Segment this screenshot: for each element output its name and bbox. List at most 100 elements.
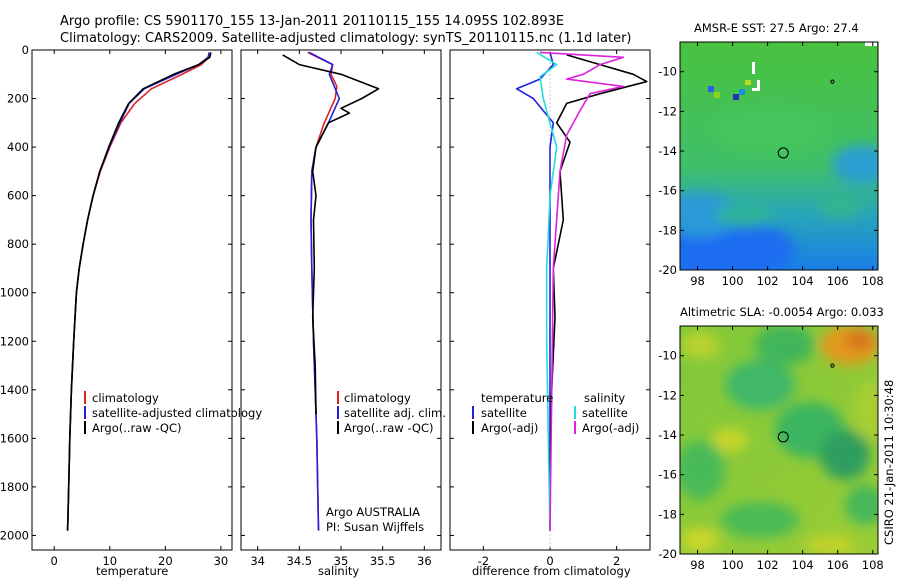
legend-label-temp-satellite: satellite <box>481 406 527 420</box>
org-line-2: PI: Susan Wijffels <box>326 520 424 534</box>
sst-map-frame <box>679 41 879 271</box>
y-tick-label: 1600 <box>0 431 29 445</box>
legend-label-argo: Argo(..raw -QC) <box>92 421 182 435</box>
x-tick-label: 102 <box>757 558 779 572</box>
y-tick-label: 200 <box>7 92 29 106</box>
island-marker <box>830 363 835 368</box>
x-tick-label: 108 <box>862 558 884 572</box>
sla-map-panel: Altimetric SLA: -0.0054 Argo: 0.033 <box>658 305 884 572</box>
y-tick-label: 1800 <box>0 480 29 494</box>
legend-header-salinity: salinity <box>584 391 625 405</box>
x-tick-label: 104 <box>792 558 814 572</box>
island-marker <box>830 79 835 84</box>
argo-position-marker <box>777 147 789 159</box>
x-tick-label: 34 <box>250 554 265 568</box>
legend-label-climatology: climatology <box>344 391 411 405</box>
x-tick-label: 98 <box>690 274 705 288</box>
temperature-series <box>66 52 212 531</box>
temperature-panel: 0 10 20 30 0 200 400 600 800 1000 1200 1400 1600 1800… <box>0 43 262 578</box>
y-tick-label: 600 <box>7 189 29 203</box>
temperature-axes-frame <box>31 49 233 551</box>
y-tick-label: 0 <box>22 43 29 57</box>
x-tick-label: 34.5 <box>287 554 313 568</box>
difference-panel: -2 0 2 difference from climatology tempera… <box>449 49 651 578</box>
sla-map-frame <box>679 325 879 555</box>
header-line-2: Climatology: CARS2009. Satellite-adjuste… <box>60 31 632 46</box>
series-salinity-argo-adj <box>539 51 625 531</box>
legend-label-satellite: satellite-adjusted climatology <box>92 406 262 420</box>
salinity-panel: 34 34.5 35 35.5 36 salinity climatology sate… <box>240 49 446 578</box>
series-temperature-argo-adj <box>549 54 648 531</box>
x-tick-label: 0 <box>51 554 58 568</box>
y-tick-label: -12 <box>658 104 677 118</box>
argo-position-marker <box>777 431 789 443</box>
x-tick-label: 104 <box>792 274 814 288</box>
temperature-xlabel: temperature <box>96 564 168 578</box>
x-tick-label: 0 <box>546 554 553 568</box>
x-tick-label: 100 <box>722 274 744 288</box>
sla-map-field <box>680 326 878 554</box>
sla-map-ticks: 98 100 102 104 106 108 -10 -12 -14 -16 -18 -20 <box>658 326 884 572</box>
series-climatology <box>66 52 210 531</box>
temperature-ticks: 0 10 20 30 0 200 400 600 800 1000 1200 1400 1600 1800… <box>0 43 232 568</box>
y-tick-label: 2000 <box>0 528 29 542</box>
legend-label-argo: Argo(..raw -QC) <box>344 421 434 435</box>
sla-map-markers <box>777 363 835 443</box>
y-tick-label: -10 <box>658 65 677 79</box>
x-tick-label: 100 <box>722 558 744 572</box>
difference-ticks: -2 0 2 <box>450 49 650 568</box>
series-argo-raw-qc <box>66 52 212 531</box>
y-tick-label: 1200 <box>0 334 29 348</box>
x-tick-label: 10 <box>102 554 117 568</box>
y-tick-label: 1000 <box>0 286 29 300</box>
legend-label-sal-satellite: satellite <box>582 406 628 420</box>
series-argo-raw-qc <box>282 54 380 415</box>
salinity-xlabel: salinity <box>318 564 359 578</box>
org-line-1: Argo AUSTRALIA <box>326 505 420 519</box>
legend-label-sal-argo: Argo(-adj) <box>582 421 639 435</box>
y-tick-label: -20 <box>658 263 677 277</box>
y-tick-label: -12 <box>658 388 677 402</box>
legend-header-temperature: temperature <box>481 391 553 405</box>
salinity-ticks: 34 34.5 35 35.5 36 <box>241 49 441 568</box>
sst-map-title: AMSR-E SST: 27.5 Argo: 27.4 <box>694 21 859 35</box>
y-tick-label: -18 <box>658 507 677 521</box>
sla-map-title: Altimetric SLA: -0.0054 Argo: 0.033 <box>680 305 884 319</box>
timestamp-stamp: CSIRO 21-Jan-2011 10:30:48 <box>882 380 896 545</box>
x-tick-label: 108 <box>862 274 884 288</box>
series-satellite-adj-clim <box>308 51 341 531</box>
x-tick-label: 30 <box>214 554 229 568</box>
series-salinity-satellite <box>536 51 558 531</box>
y-tick-label: -20 <box>658 547 677 561</box>
y-tick-label: 1400 <box>0 383 29 397</box>
x-tick-label: 2 <box>613 554 620 568</box>
salinity-legend: climatology satellite adj. clim. Argo(..… <box>337 391 446 435</box>
sst-map-panel: AMSR-E SST: 27.5 Argo: 27.4 <box>658 21 884 288</box>
salinity-axes-frame <box>240 49 442 551</box>
y-tick-label: 800 <box>7 237 29 251</box>
x-tick-label: 36 <box>417 554 432 568</box>
y-tick-label: -16 <box>658 468 677 482</box>
x-tick-label: 106 <box>827 274 849 288</box>
y-tick-label: -14 <box>658 144 677 158</box>
x-tick-label: 35 <box>334 554 349 568</box>
series-satellite-adjusted-climatology <box>66 52 210 531</box>
sst-map-field <box>680 42 878 270</box>
salinity-series <box>282 51 380 531</box>
difference-xlabel: difference from climatology <box>472 564 631 578</box>
series-temperature-satellite <box>515 52 555 531</box>
x-tick-label: 35.5 <box>370 554 396 568</box>
legend-label-climatology: climatology <box>92 391 159 405</box>
x-tick-label: 106 <box>827 558 849 572</box>
temperature-legend: climatology satellite-adjusted climatolo… <box>84 391 262 435</box>
sst-map-markers <box>777 79 835 159</box>
x-tick-label: 20 <box>158 554 173 568</box>
legend-label-satellite: satellite adj. clim. <box>344 406 446 420</box>
y-tick-label: -16 <box>658 184 677 198</box>
header-line-1: Argo profile: CS 5901170_155 13-Jan-2011… <box>60 14 564 29</box>
x-tick-label: -2 <box>478 554 489 568</box>
difference-series <box>515 50 648 550</box>
y-tick-label: -18 <box>658 223 677 237</box>
legend-label-temp-argo: Argo(-adj) <box>481 421 538 435</box>
